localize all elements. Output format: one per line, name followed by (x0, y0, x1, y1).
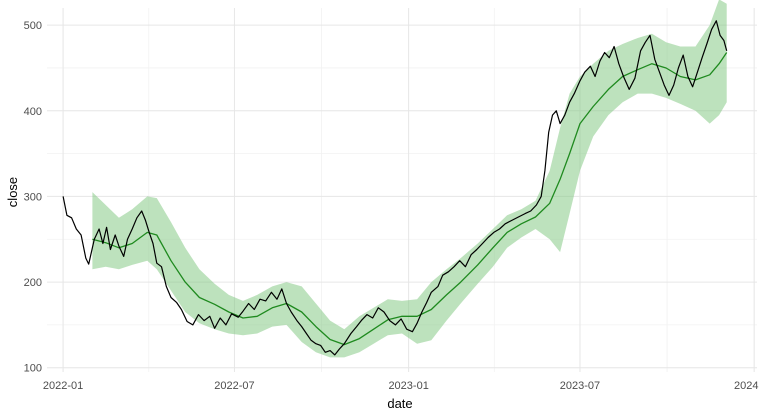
x-tick-label: 2024-01 (734, 380, 759, 392)
moving-average-line (92, 52, 728, 346)
y-tick-label: 100 (24, 363, 42, 375)
close-price-line (62, 20, 728, 356)
x-axis-ticks: 2022-01 2022-07 2023-01 2023-07 2024-01 (43, 380, 759, 392)
close-line-layer (62, 20, 728, 356)
x-tick-label: 2023-01 (388, 380, 428, 392)
y-tick-label: 300 (24, 191, 42, 203)
x-tick-label: 2023-07 (560, 380, 600, 392)
y-tick-label: 200 (24, 277, 42, 289)
x-tick-label: 2022-07 (214, 380, 254, 392)
y-tick-label: 400 (24, 106, 42, 118)
moving-average-layer (92, 52, 728, 346)
y-axis-title: close (5, 177, 20, 207)
band-layer (92, 0, 727, 358)
x-axis-title: date (387, 396, 412, 411)
y-tick-label: 500 (24, 20, 42, 32)
x-tick-label: 2022-01 (43, 380, 83, 392)
y-axis-ticks: 100 200 300 400 500 (24, 20, 42, 375)
confidence-band (92, 0, 727, 358)
